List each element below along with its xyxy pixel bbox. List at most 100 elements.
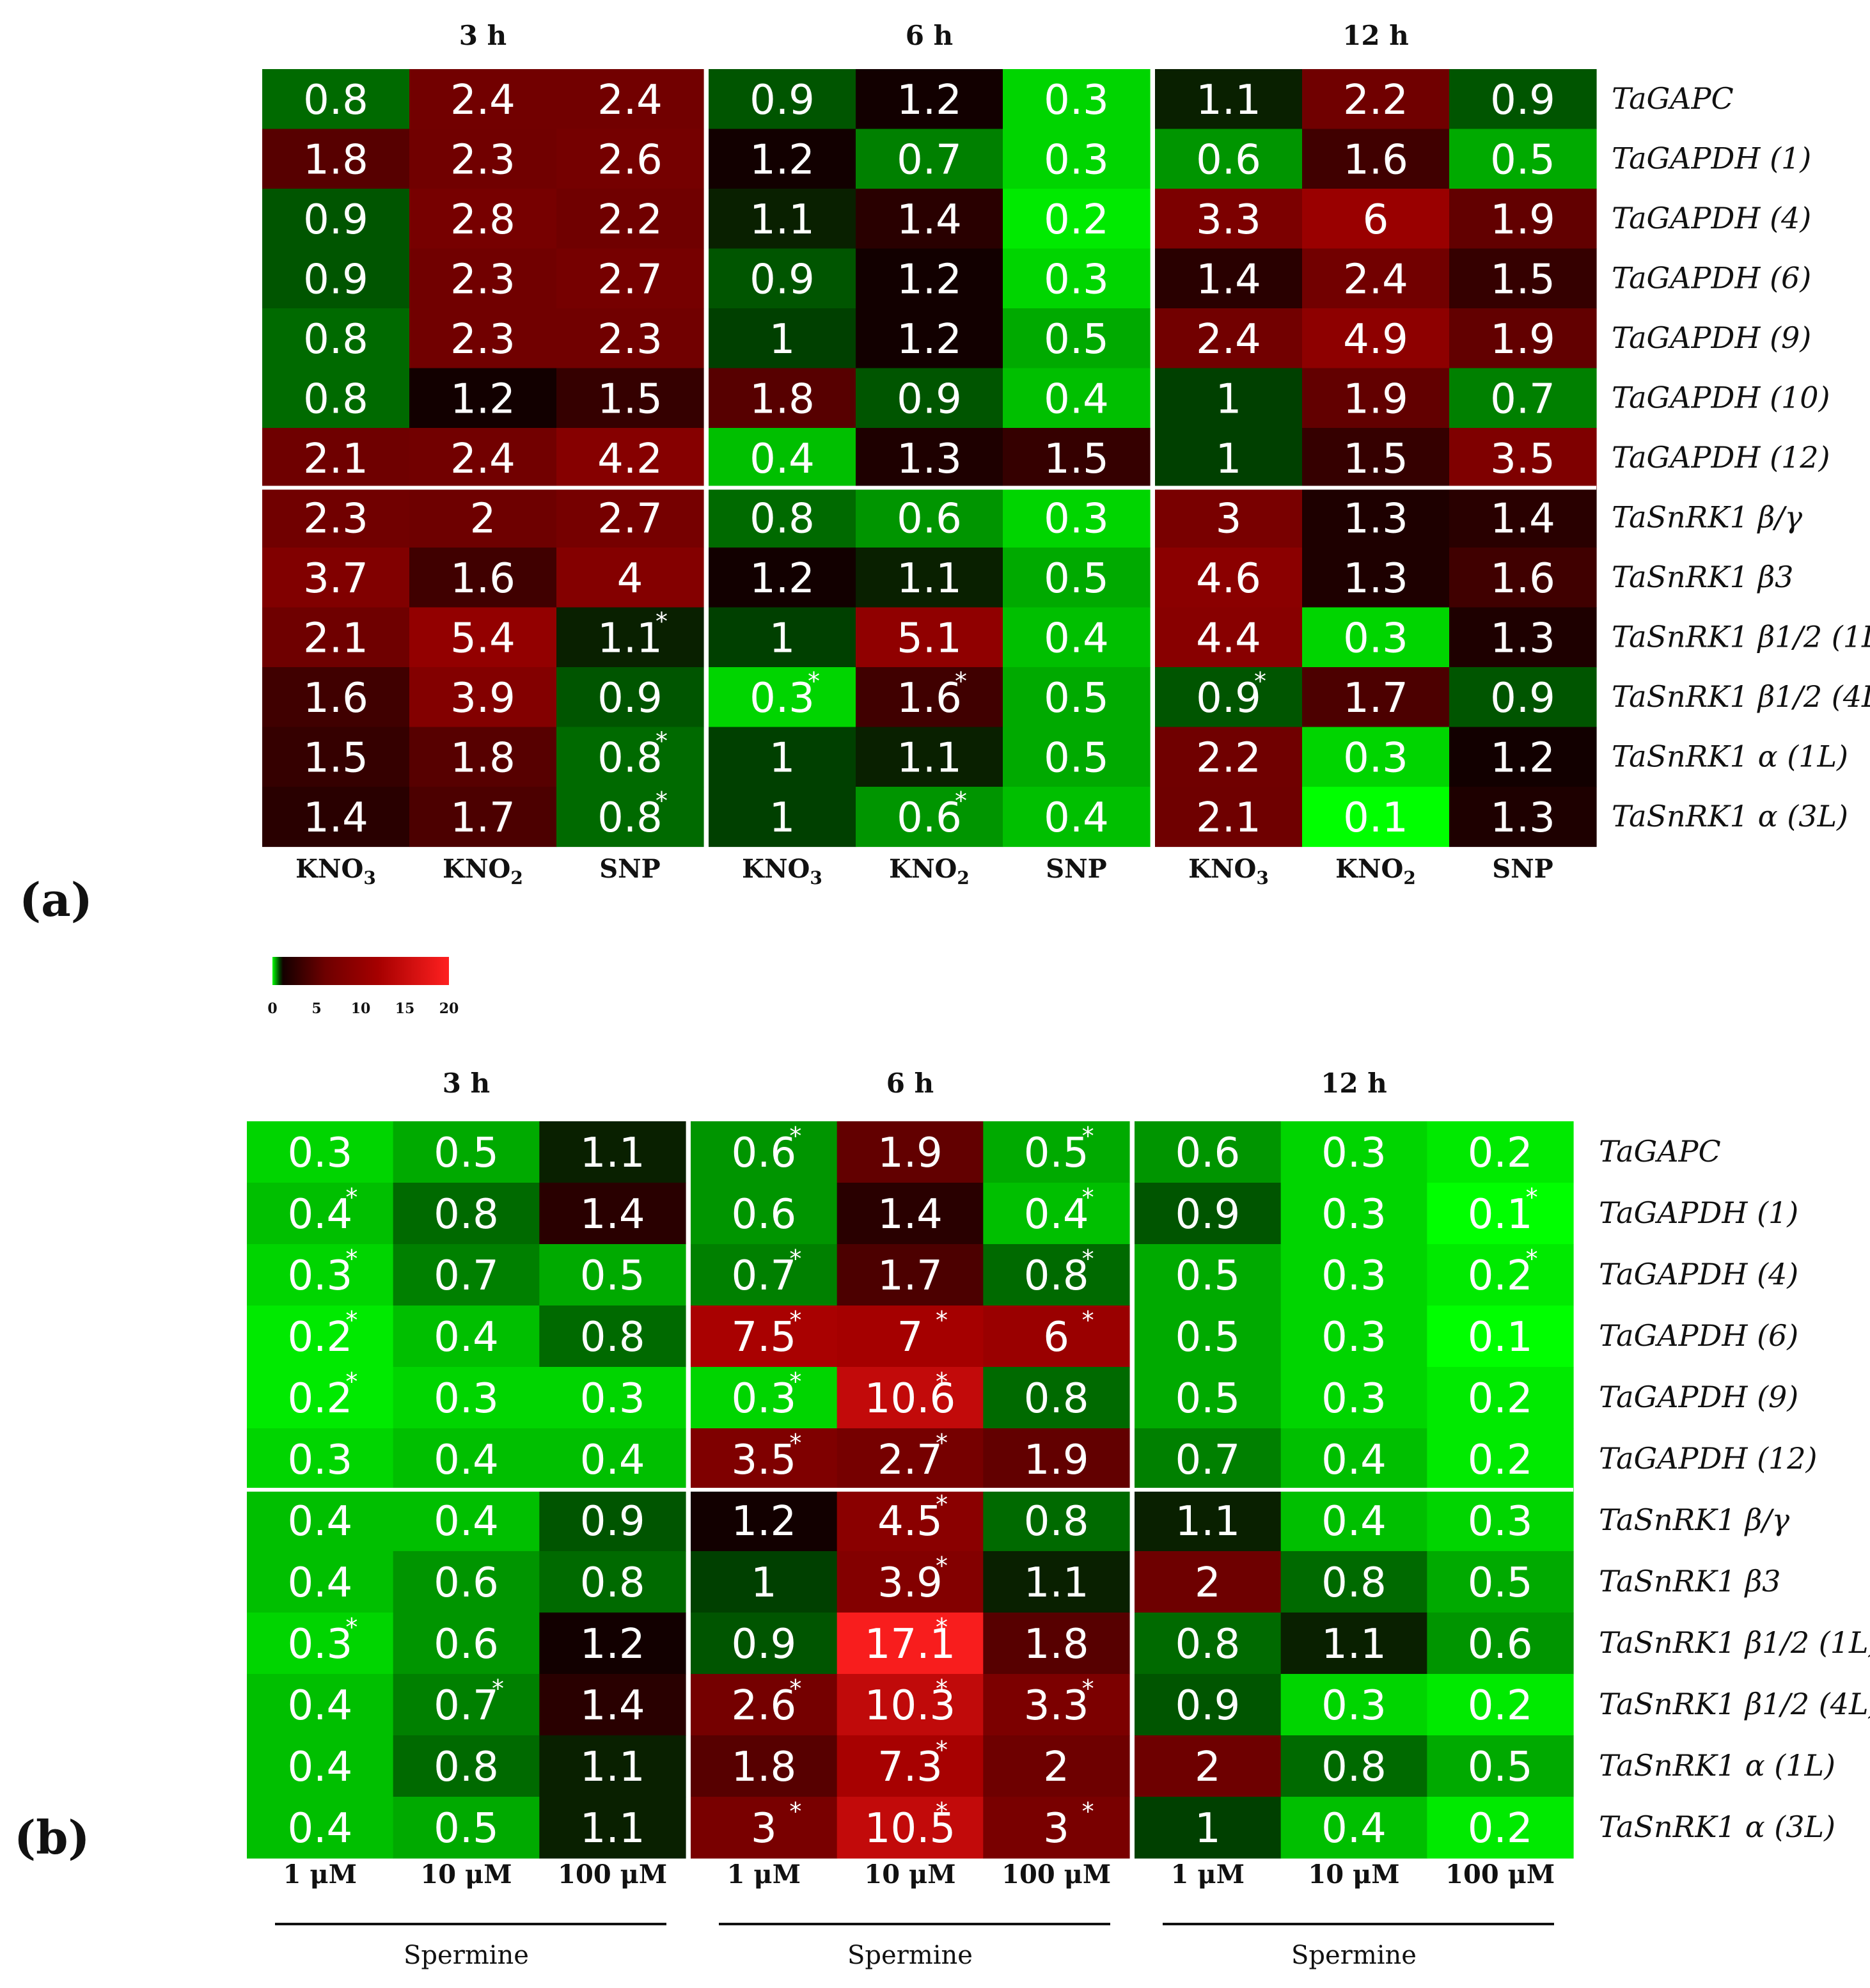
heatmap-cell: [1427, 1551, 1574, 1613]
cell-value: 7.3: [877, 1744, 943, 1791]
cell-value: 0.3: [287, 1130, 352, 1177]
cell-value: 0.6: [897, 495, 962, 542]
cell-value: 0.6: [1196, 136, 1261, 184]
cell-value: 1.5: [1044, 436, 1109, 483]
heatmap-cell: [1302, 368, 1450, 429]
cell-value: 0.4: [287, 1805, 352, 1852]
gene-label: TaSnRK1 β/γ: [1612, 500, 1803, 534]
cell-value: 0.4: [1044, 794, 1109, 842]
gene-label: TaGAPC: [1599, 1134, 1721, 1169]
cell-value: 0.7: [1490, 375, 1555, 423]
column-label-text: 100 μM: [558, 1859, 667, 1889]
cell-value: 1.9: [1490, 196, 1555, 244]
cell-value: 0.3: [1321, 1252, 1387, 1300]
cell-value: 1.5: [597, 375, 663, 423]
heatmap-cell: [1302, 667, 1450, 728]
heatmap-cell: [556, 548, 704, 608]
significance-marker: *: [936, 1552, 948, 1580]
cell-value: 0.8: [1321, 1744, 1387, 1791]
heatmap-cell: [691, 1490, 838, 1552]
cell-value: 0.4: [750, 436, 815, 483]
cell-value: 1.7: [877, 1252, 943, 1300]
heatmap-cell: [1155, 248, 1303, 309]
significance-marker: *: [345, 1306, 358, 1334]
cell-value: 1.8: [450, 734, 515, 782]
cell-value: 6: [1363, 196, 1389, 244]
cell-value: 1.2: [750, 555, 815, 603]
heatmap-cell: [1003, 189, 1151, 249]
cell-value: 2.3: [450, 256, 515, 303]
cell-value: 0.9: [750, 256, 815, 303]
heatmap-cell: [1003, 428, 1151, 489]
heatmap-cell: [409, 667, 557, 728]
cell-value: 0.3: [1044, 256, 1109, 303]
cell-value: 0.3: [1343, 615, 1408, 662]
significance-marker: *: [808, 667, 820, 695]
gene-label: TaSnRK1 β3: [1612, 560, 1793, 594]
heatmap-cell: [983, 1797, 1130, 1859]
cell-value: 2.3: [597, 316, 663, 363]
column-label-subscript: 3: [1256, 867, 1268, 888]
cell-value: 4: [617, 555, 643, 603]
cell-value: 0.9: [750, 77, 815, 124]
heatmap-cell: [1135, 1121, 1282, 1183]
heatmap-cell: [983, 1121, 1130, 1183]
heatmap-cell: [1302, 428, 1450, 489]
gene-label: TaGAPDH (4): [1612, 201, 1811, 235]
heatmap-cell: [409, 69, 557, 130]
heatmap-cell: [247, 1367, 394, 1429]
gene-label: TaGAPDH (6): [1599, 1318, 1798, 1353]
heatmap-cell: [1449, 787, 1597, 848]
cell-value: 2.6: [731, 1682, 796, 1730]
heatmap-cell: [1427, 1121, 1574, 1183]
cell-value: 1.8: [750, 375, 815, 423]
cell-value: 2.4: [1196, 316, 1261, 363]
heatmap-cell: [837, 1367, 984, 1429]
cell-value: 0.6: [897, 794, 962, 842]
cell-value: 2.7: [597, 495, 663, 542]
heatmap-cell: [539, 1490, 686, 1552]
cell-value: 3.5: [731, 1437, 796, 1484]
cell-value: 1.9: [877, 1130, 943, 1177]
heatmap-cell: [393, 1797, 540, 1859]
cell-value: 2.1: [303, 615, 368, 662]
column-label-text: KNO: [443, 854, 510, 884]
heatmap-cell: [1003, 69, 1151, 130]
cell-value: 0.9: [597, 675, 663, 722]
cell-value: 2: [1195, 1744, 1221, 1791]
heatmap-cell: [262, 428, 410, 489]
heatmap-cell: [1302, 129, 1450, 189]
gene-label: TaGAPDH (1): [1612, 141, 1811, 175]
heatmap-cell: [393, 1121, 540, 1183]
cell-value: 0.8: [597, 794, 663, 842]
column-label-text: KNO: [1188, 854, 1256, 884]
cell-value: 1: [769, 794, 796, 842]
significance-marker: *: [1082, 1675, 1094, 1703]
heatmap-cell: [1427, 1490, 1574, 1552]
column-label: 1 μM: [283, 1859, 357, 1889]
cell-value: 1.9: [1490, 316, 1555, 363]
heatmap-cell: [1135, 1306, 1282, 1368]
group-divider: [247, 1488, 1573, 1492]
heatmap-cell: [709, 727, 856, 787]
heatmap-cell: [1135, 1613, 1282, 1675]
column-label: 10 μM: [420, 1859, 512, 1889]
significance-marker: *: [789, 1122, 801, 1150]
column-label-text: 1 μM: [283, 1859, 357, 1889]
heatmap-cell: [1135, 1490, 1282, 1552]
group-divider: [262, 485, 1596, 490]
cell-value: 0.7: [1175, 1437, 1240, 1484]
heatmap-cell: [1155, 607, 1303, 668]
heatmap-cell: [1135, 1367, 1282, 1429]
gene-label: TaSnRK1 β/γ: [1599, 1503, 1790, 1537]
heatmap-cell: [1155, 129, 1303, 189]
cell-value: 0.8: [303, 375, 368, 423]
heatmap-cell: [691, 1674, 838, 1736]
heatmap-cell: [409, 368, 557, 429]
cell-value: 0.3: [287, 1252, 352, 1300]
heatmap-cell: [691, 1367, 838, 1429]
gene-label: TaGAPDH (12): [1599, 1441, 1818, 1476]
significance-marker: *: [1082, 1122, 1094, 1150]
cell-value: 1.1: [897, 734, 962, 782]
cell-value: 0.8: [1024, 1498, 1089, 1545]
